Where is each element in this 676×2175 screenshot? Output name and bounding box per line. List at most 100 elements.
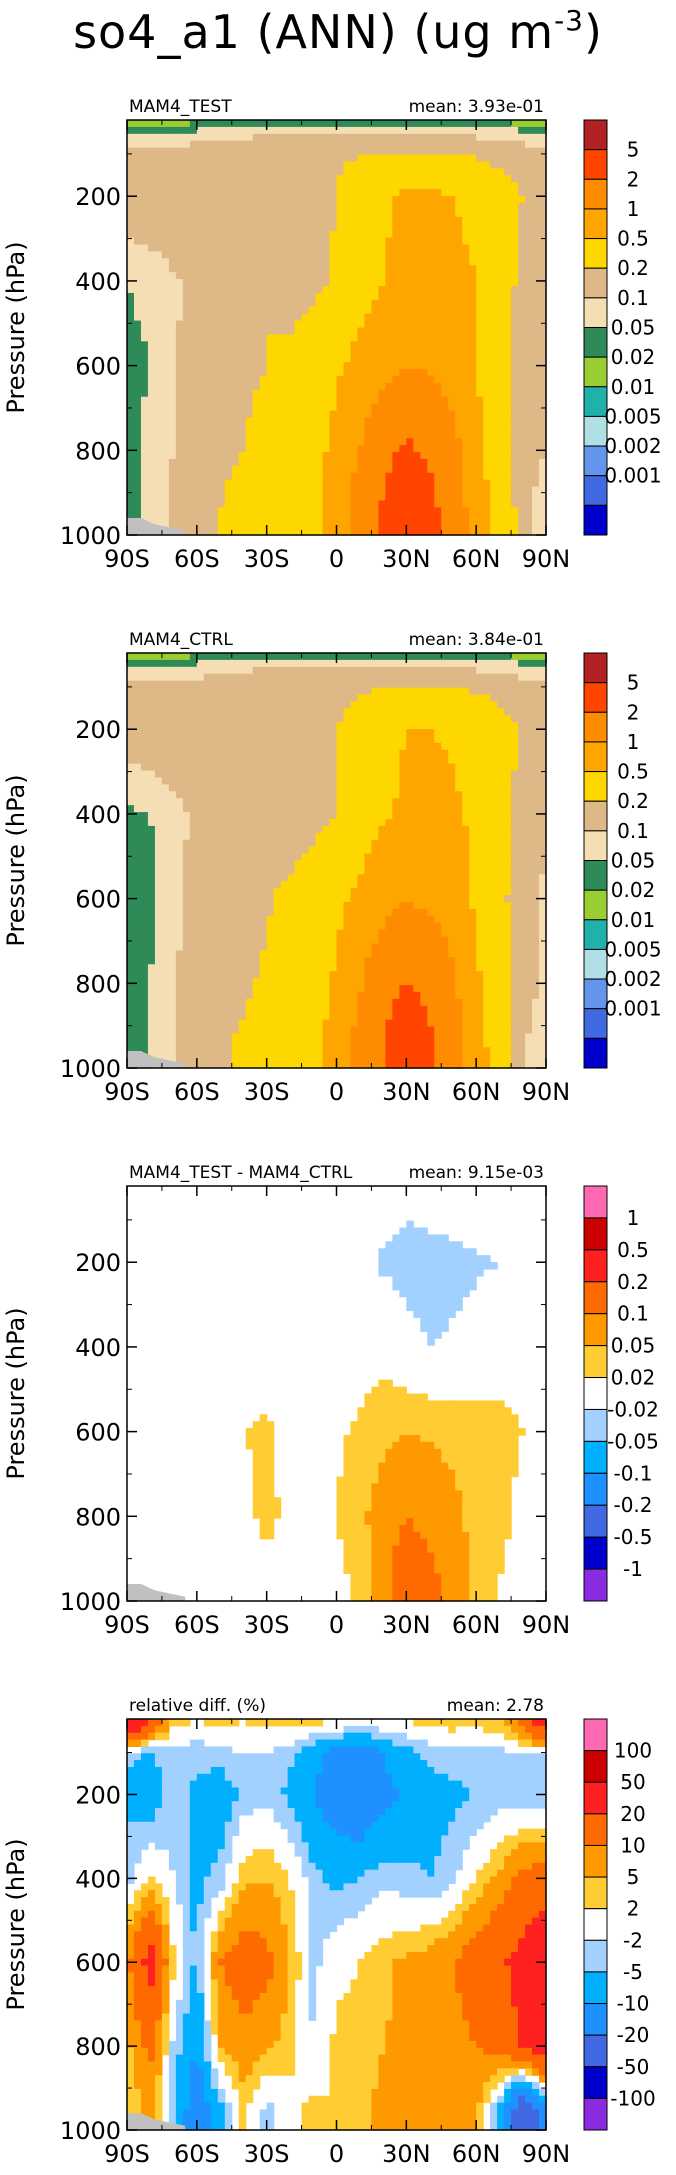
field-cell bbox=[399, 272, 407, 280]
field-cell bbox=[329, 458, 338, 467]
field-cell bbox=[322, 244, 331, 253]
field-cell bbox=[322, 313, 331, 322]
field-cell bbox=[497, 438, 505, 446]
field-cell bbox=[483, 355, 491, 363]
field-cell bbox=[350, 382, 359, 391]
field-cell bbox=[476, 756, 484, 765]
field-cell bbox=[525, 299, 533, 308]
field-cell bbox=[210, 306, 219, 315]
field-cell bbox=[133, 396, 142, 405]
field-cell bbox=[329, 701, 338, 709]
field-cell bbox=[350, 140, 359, 149]
field-cell bbox=[168, 223, 177, 232]
field-cell bbox=[392, 389, 400, 398]
field-cell bbox=[210, 189, 219, 197]
field-cell bbox=[154, 272, 163, 280]
field-cell bbox=[392, 410, 400, 419]
field-cell bbox=[154, 209, 163, 218]
field-cell bbox=[196, 147, 205, 156]
field-cell bbox=[182, 694, 191, 703]
field-cell bbox=[280, 216, 289, 225]
field-cell bbox=[532, 216, 540, 225]
field-cell bbox=[154, 791, 163, 799]
field-cell bbox=[224, 389, 233, 398]
field-cell bbox=[217, 486, 226, 495]
field-cell bbox=[175, 154, 184, 163]
field-cell bbox=[217, 223, 226, 232]
field-cell bbox=[287, 715, 296, 723]
field-cell bbox=[210, 452, 219, 460]
field-cell bbox=[476, 653, 484, 661]
field-cell bbox=[539, 147, 547, 156]
field-cell bbox=[469, 126, 477, 135]
field-cell bbox=[350, 500, 359, 508]
field-cell bbox=[504, 258, 512, 266]
field-cell bbox=[259, 722, 268, 730]
field-cell bbox=[182, 189, 191, 197]
field-cell bbox=[441, 327, 449, 336]
field-cell bbox=[224, 216, 233, 225]
field-cell bbox=[301, 209, 310, 218]
field-cell bbox=[210, 375, 219, 384]
field-cell bbox=[518, 203, 526, 211]
field-cell bbox=[133, 168, 142, 176]
field-cell bbox=[539, 182, 547, 190]
field-cell bbox=[210, 445, 219, 453]
field-cell bbox=[315, 742, 324, 751]
field-cell bbox=[301, 389, 310, 398]
field-cell bbox=[308, 279, 317, 287]
field-cell bbox=[441, 375, 449, 384]
field-cell bbox=[280, 410, 289, 419]
field-cell bbox=[357, 182, 366, 190]
field-cell bbox=[518, 265, 526, 273]
field-cell bbox=[399, 417, 407, 425]
field-cell bbox=[378, 438, 386, 446]
field-cell bbox=[399, 279, 407, 287]
field-cell bbox=[406, 673, 414, 682]
field-cell bbox=[385, 237, 393, 246]
field-cell bbox=[539, 279, 547, 287]
field-cell bbox=[322, 299, 331, 308]
field-cell bbox=[406, 223, 414, 232]
field-cell bbox=[532, 341, 540, 349]
field-cell bbox=[483, 729, 491, 737]
field-cell bbox=[329, 396, 338, 405]
field-cell bbox=[127, 687, 135, 696]
field-cell bbox=[266, 452, 275, 460]
field-cell bbox=[490, 673, 498, 682]
field-cell bbox=[266, 396, 275, 405]
field-cell bbox=[413, 341, 421, 349]
field-cell bbox=[469, 313, 477, 322]
field-cell bbox=[273, 708, 282, 716]
x-tick-label: 30N bbox=[382, 545, 431, 573]
field-cell bbox=[252, 382, 261, 391]
field-cell bbox=[357, 230, 366, 239]
field-cell bbox=[532, 514, 540, 522]
field-cell bbox=[210, 251, 219, 259]
field-cell bbox=[427, 161, 435, 170]
colorbar-label: 0.2 bbox=[617, 256, 649, 280]
field-cell bbox=[280, 659, 289, 668]
field-cell bbox=[364, 133, 373, 142]
field-cell bbox=[532, 389, 540, 398]
field-cell bbox=[378, 140, 386, 149]
field-cell bbox=[343, 126, 352, 135]
field-cell bbox=[161, 673, 170, 682]
field-cell bbox=[399, 410, 407, 419]
field-cell bbox=[357, 265, 366, 273]
field-cell bbox=[378, 237, 386, 246]
field-cell bbox=[161, 189, 170, 197]
field-cell bbox=[539, 140, 547, 149]
field-cell bbox=[224, 458, 233, 467]
field-cell bbox=[539, 251, 547, 259]
field-cell bbox=[161, 251, 170, 259]
field-cell bbox=[301, 237, 310, 246]
field-cell bbox=[301, 458, 310, 467]
field-cell bbox=[259, 369, 268, 377]
field-cell bbox=[315, 452, 324, 460]
field-cell bbox=[378, 742, 386, 751]
field-cell bbox=[476, 417, 484, 425]
field-cell bbox=[490, 175, 498, 183]
field-cell bbox=[133, 465, 142, 474]
field-cell bbox=[336, 742, 345, 751]
